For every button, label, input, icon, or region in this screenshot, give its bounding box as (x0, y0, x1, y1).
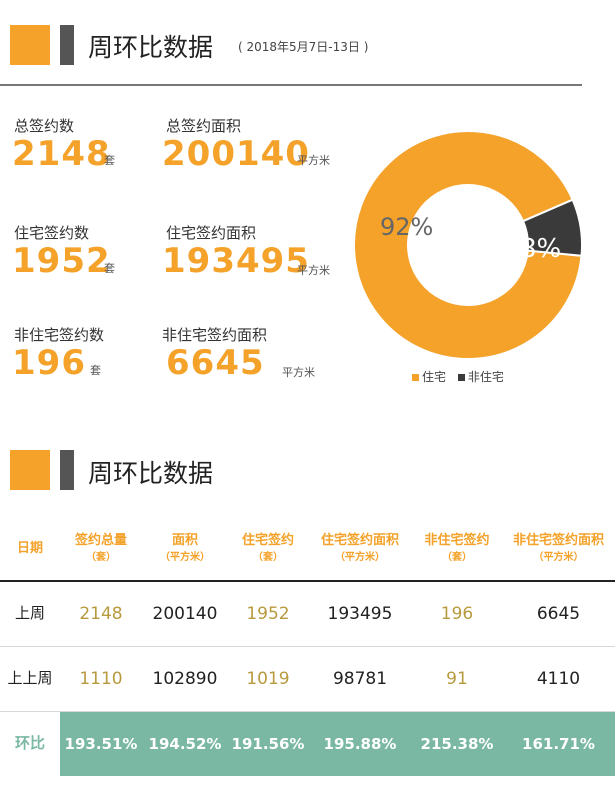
table-row: 上上周 1110 102890 1019 98781 91 4110 (0, 646, 615, 712)
legend-item-nonresidential: 非住宅 (457, 370, 504, 384)
total-count-label: 总签约数 (14, 117, 75, 135)
table-cell: 196 (412, 581, 502, 647)
total-area-label: 总签约面积 (166, 117, 242, 135)
table-cell: 4110 (502, 646, 615, 712)
table-cell: 1110 (60, 646, 142, 712)
header-divider (0, 84, 582, 86)
table-cell: 193495 (308, 581, 412, 647)
ratio-cell: 191.56% (228, 711, 308, 776)
legend-swatch-residential (412, 374, 419, 381)
section2-dark-bar (60, 450, 74, 490)
page-title: 周环比数据 (88, 33, 214, 62)
weekly-table: 日期 签约总量 （套） 面积 （平方米） 住宅签约 （套） 住宅签约面积 （平方米） 非… (0, 518, 615, 776)
nonres-area-label: 非住宅签约面积 (162, 326, 268, 344)
col-header-date: 日期 (16, 540, 43, 556)
col-header-area: 面积 （平方米） (160, 533, 210, 564)
legend-item-residential: 住宅 (412, 370, 450, 384)
table-cell: 200140 (142, 581, 228, 647)
table-cell: 91 (412, 646, 502, 712)
nonres-count-label: 非住宅签约数 (14, 326, 105, 344)
ratio-cell: 195.88% (308, 711, 412, 776)
row-label-last-week: 上周 (0, 581, 60, 647)
ratio-cell: 215.38% (412, 711, 502, 776)
col-header-nonres-area: 非住宅签约面积 （平方米） (512, 533, 604, 564)
table-cell: 1952 (228, 581, 308, 647)
date-range: ( 2018年5月7日-13日 ) (238, 40, 369, 54)
section2-orange-block (10, 450, 50, 490)
legend-swatch-nonresidential (457, 374, 465, 381)
table-cell: 2148 (60, 581, 142, 647)
table-row-ratio: 环比 193.51% 194.52% 191.56% 195.88% 215.3… (0, 711, 615, 776)
donut-chart: 92% 8% (353, 130, 583, 360)
donut-slice-nonresidential (521, 198, 583, 257)
header-orange-block (10, 25, 50, 65)
header-dark-bar (60, 25, 74, 65)
res-count-unit: 套 (104, 262, 115, 275)
row-label-week-before: 上上周 (0, 646, 60, 712)
res-area-value: 193495 (162, 241, 310, 281)
nonres-area-value: 6645 (166, 343, 265, 383)
res-count-value: 1952 (12, 241, 111, 281)
nonres-area-unit: 平方米 (282, 366, 315, 379)
chart-legend: 住宅 非住宅 (412, 368, 504, 385)
nonres-count-value: 196 (12, 343, 86, 383)
res-count-label: 住宅签约数 (14, 224, 90, 242)
total-area-unit: 平方米 (297, 154, 330, 167)
table-row: 上周 2148 200140 1952 193495 196 6645 (0, 581, 615, 647)
ratio-cell: 194.52% (142, 711, 228, 776)
col-header-nonres: 非住宅签约 （套） (424, 533, 490, 564)
section2-title: 周环比数据 (88, 459, 214, 488)
ratio-cell: 193.51% (60, 711, 142, 776)
col-header-total: 签约总量 （套） (74, 533, 127, 564)
donut-label-residential: 92% (380, 213, 433, 241)
total-count-unit: 套 (104, 154, 115, 167)
col-header-res: 住宅签约 （套） (241, 533, 294, 564)
res-area-label: 住宅签约面积 (166, 224, 257, 242)
res-area-unit: 平方米 (297, 264, 330, 277)
legend-label-residential: 住宅 (422, 370, 447, 384)
table-cell: 1019 (228, 646, 308, 712)
table-cell: 6645 (502, 581, 615, 647)
total-count-value: 2148 (12, 134, 111, 174)
row-label-ratio: 环比 (0, 711, 60, 776)
nonres-count-unit: 套 (90, 364, 101, 377)
col-header-res-area: 住宅签约面积 （平方米） (320, 533, 399, 564)
donut-label-nonresidential: 8% (520, 234, 561, 264)
table-cell: 98781 (308, 646, 412, 712)
ratio-cell: 161.71% (502, 711, 615, 776)
donut-slice-residential (353, 130, 583, 360)
total-area-value: 200140 (162, 134, 310, 174)
legend-label-nonresidential: 非住宅 (467, 370, 504, 384)
table-header-row: 日期 签约总量 （套） 面积 （平方米） 住宅签约 （套） 住宅签约面积 （平方米） 非… (0, 518, 615, 581)
table-cell: 102890 (142, 646, 228, 712)
